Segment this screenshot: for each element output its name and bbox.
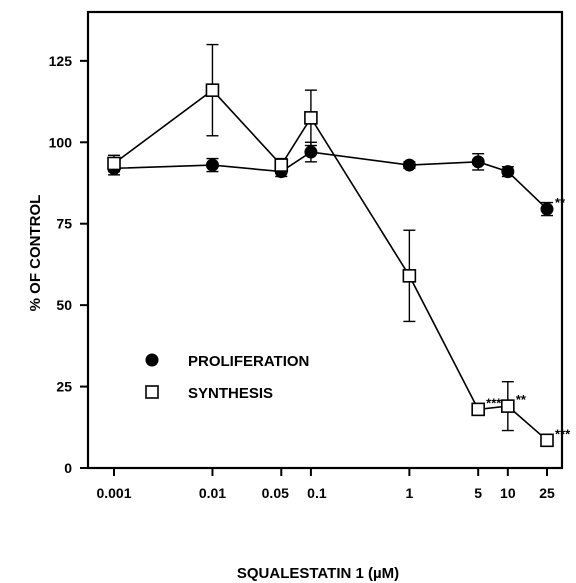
x-tick-label: 1 [405, 485, 413, 501]
x-tick-label: 0.1 [307, 485, 327, 501]
data-point [274, 158, 289, 172]
y-tick-label: 50 [56, 297, 72, 313]
legend-marker-synthesis [145, 385, 159, 399]
series-layer: ***** ***** [107, 43, 571, 448]
x-tick-label: 0.001 [96, 485, 131, 501]
x-tick-label: 10 [500, 485, 516, 501]
data-point [304, 111, 318, 125]
data-point [540, 433, 554, 448]
series-proliferation: ** [107, 141, 566, 217]
y-tick-label: 100 [49, 134, 73, 150]
x-tick-label: 25 [539, 485, 555, 501]
y-tick-label: 125 [49, 53, 73, 69]
x-tick-label: 0.01 [199, 485, 226, 501]
data-point [402, 158, 416, 172]
x-axis-title: SQUALESTATIN 1 (µM) [237, 565, 399, 582]
legend: PROLIFERATION SYNTHESIS [145, 353, 309, 402]
data-point [205, 83, 220, 97]
data-point [540, 202, 554, 216]
legend-label: SYNTHESIS [188, 385, 273, 402]
data-point [107, 156, 121, 171]
legend-marker-proliferation [145, 353, 159, 367]
x-tick-label: 0.05 [262, 485, 289, 501]
plot-frame [86, 10, 564, 470]
series-synthesis: *** ***** [107, 43, 571, 448]
significance-label: ** [516, 392, 527, 407]
significance-label: *** [555, 426, 571, 441]
data-point [501, 165, 515, 179]
legend-label: PROLIFERATION [188, 353, 309, 370]
data-point [205, 158, 219, 172]
y-axis-title: % OF CONTROL [27, 195, 44, 312]
data-point [471, 402, 485, 417]
data-point [501, 399, 515, 413]
significance-label: *** [486, 395, 502, 410]
data-point [402, 269, 417, 283]
x-tick-label: 5 [474, 485, 482, 501]
data-point [304, 145, 318, 159]
y-tick-label: 75 [56, 216, 72, 232]
y-tick-label: 25 [56, 379, 72, 395]
axes: 0 25 50 75 100 125 0.001 0.01 0.05 0.1 1 5 10 25 [49, 10, 564, 501]
significance-label: ** [555, 195, 566, 210]
series-line-synthesis [113, 89, 548, 441]
y-tick-label: 0 [64, 460, 72, 476]
data-point [471, 155, 485, 169]
